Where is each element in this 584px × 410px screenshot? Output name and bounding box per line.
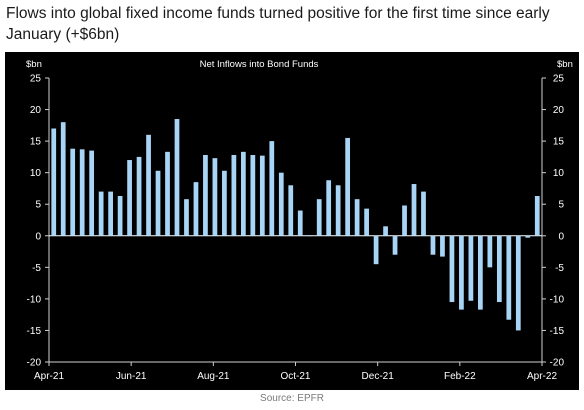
bar — [240, 151, 246, 236]
bar — [136, 156, 142, 236]
y-tick-label-right: -15 — [550, 326, 565, 337]
y-tick-label-right: 10 — [553, 168, 565, 179]
bar — [487, 235, 493, 268]
y-tick-label-right: 0 — [558, 231, 564, 242]
axes: 25 25 20 20 15 15 10 10 5 5 0 0 -5 -5 -10 -10 -15 -15 -20 -… — [27, 74, 565, 383]
y-tick-label-left: -10 — [27, 294, 42, 305]
y-tick-label-left: 5 — [35, 200, 41, 211]
bar — [259, 155, 265, 236]
bar — [383, 226, 388, 236]
bar-chart: Net Inflows into Bond Funds $bn $bn 25 25… — [26, 59, 573, 383]
bar — [515, 235, 521, 331]
bar — [184, 199, 189, 236]
x-tick-label: Aug-21 — [197, 371, 230, 382]
bar — [108, 191, 113, 236]
bar — [525, 235, 531, 238]
bar — [326, 180, 332, 236]
bar — [278, 172, 284, 236]
x-tick-label: Dec-21 — [362, 371, 395, 382]
bar — [222, 170, 227, 236]
bar — [155, 170, 161, 236]
y-tick-label-left: -20 — [27, 358, 42, 369]
source-note: Source: EPFR — [260, 393, 324, 404]
bar — [364, 208, 369, 236]
x-tick-label: Apr-21 — [34, 371, 64, 382]
bar — [288, 185, 294, 236]
y-tick-label-left: -5 — [32, 263, 41, 274]
y-tick-label-left: 15 — [30, 137, 42, 148]
bar — [411, 184, 417, 236]
chart-panel: Net Inflows into Bond Funds $bn $bn 25 25… — [5, 52, 579, 390]
bar — [269, 141, 275, 236]
bar — [345, 137, 351, 236]
bar — [89, 150, 95, 236]
bar — [117, 196, 123, 236]
bar — [203, 155, 208, 236]
y-tick-label-right: 25 — [553, 74, 565, 85]
bar — [79, 149, 85, 236]
bar — [127, 160, 132, 236]
bar — [307, 235, 313, 237]
y-axis-label-right: $bn — [557, 59, 573, 70]
headline: Flows into global fixed income funds tur… — [6, 5, 550, 43]
chart-title: Net Inflows into Bond Funds — [200, 59, 319, 70]
bar — [98, 191, 104, 236]
bar — [402, 205, 407, 236]
bar — [165, 151, 170, 236]
bar — [51, 128, 57, 236]
y-tick-label-left: 10 — [30, 168, 42, 179]
x-tick-label: Jun-21 — [116, 371, 147, 382]
bar — [430, 235, 436, 255]
bar — [534, 196, 540, 236]
y-tick-label-left: 0 — [35, 231, 41, 242]
y-tick-label-right: 5 — [558, 200, 564, 211]
bar — [496, 235, 502, 303]
y-axis-label-left: $bn — [26, 59, 42, 70]
bar — [335, 185, 341, 236]
bar — [373, 235, 379, 265]
bars — [51, 119, 540, 331]
bar — [459, 235, 464, 310]
bar — [146, 134, 151, 236]
bar — [212, 158, 218, 236]
y-tick-label-left: -15 — [27, 326, 42, 337]
y-tick-label-right: -10 — [550, 294, 565, 305]
bar — [440, 235, 445, 257]
x-tick-label: Oct-21 — [280, 371, 310, 382]
bar — [421, 191, 426, 236]
x-tick-label: Apr-22 — [527, 371, 557, 382]
bar — [193, 182, 199, 236]
bar — [354, 199, 360, 236]
bar — [449, 235, 455, 303]
bar — [478, 235, 483, 310]
bar — [70, 148, 76, 236]
y-tick-label-right: 15 — [553, 137, 565, 148]
bar — [316, 199, 322, 236]
bar — [392, 235, 398, 255]
y-tick-label-right: -20 — [550, 358, 565, 369]
y-tick-label-right: -5 — [555, 263, 564, 274]
bar — [297, 210, 303, 236]
x-tick-label: Feb-22 — [444, 371, 476, 382]
bar — [231, 155, 237, 236]
bar — [250, 155, 256, 236]
y-tick-label-left: 20 — [30, 105, 42, 116]
bar — [174, 119, 180, 236]
bar — [468, 235, 474, 301]
bar — [506, 235, 512, 320]
y-tick-label-left: 25 — [30, 74, 42, 85]
y-tick-label-right: 20 — [553, 105, 565, 116]
bar — [60, 122, 66, 236]
